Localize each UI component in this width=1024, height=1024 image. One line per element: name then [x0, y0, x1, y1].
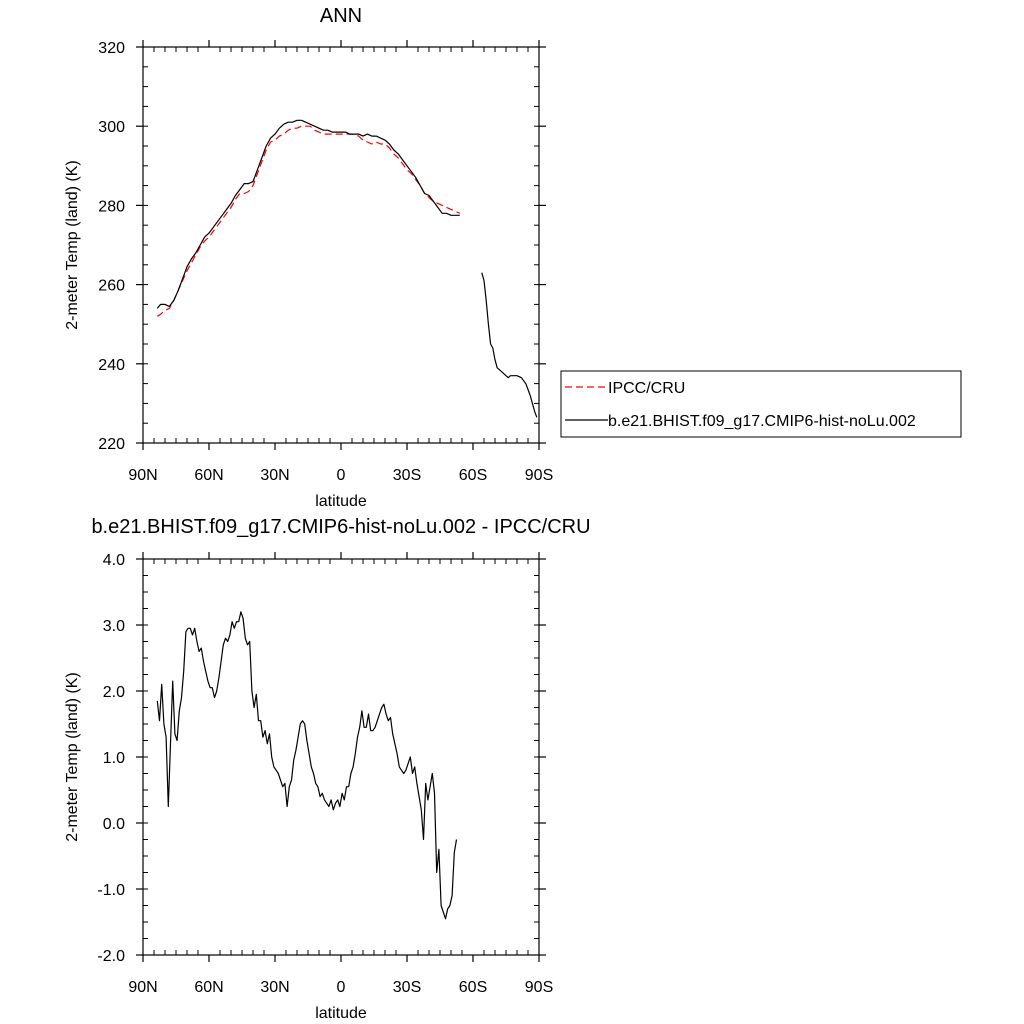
y-tick-label: 220	[98, 436, 125, 453]
y-tick-label: 3.0	[103, 618, 125, 635]
series-lines	[156, 119, 538, 418]
y-tick-label: -2.0	[97, 948, 125, 965]
ticks: 90N 60N 30N 0 30S 60S 90S 220 240 260 280 300 320	[98, 40, 553, 484]
y-tick-label: 4.0	[103, 552, 125, 569]
y-axis-label: 2-meter Temp (land) (K)	[64, 160, 81, 330]
plot-frame	[142, 46, 540, 444]
y-tick-label: -1.0	[97, 882, 125, 899]
y-tick-label: 280	[98, 198, 125, 215]
legend-label-model: b.e21.BHIST.f09_g17.CMIP6-hist-noLu.002	[608, 413, 916, 430]
x-tick-label: 30S	[393, 467, 421, 484]
x-tick-label: 60N	[194, 467, 223, 484]
y-tick-label: 0.0	[103, 816, 125, 833]
x-tick-label: 30S	[393, 979, 421, 996]
legend: IPCC/CRU b.e21.BHIST.f09_g17.CMIP6-hist-…	[560, 370, 962, 438]
chart-title: b.e21.BHIST.f09_g17.CMIP6-hist-noLu.002 …	[91, 516, 590, 538]
legend-box	[560, 370, 962, 438]
x-tick-label: 90S	[525, 467, 553, 484]
chart-title: ANN	[320, 5, 362, 27]
x-axis-label: latitude	[315, 1005, 367, 1022]
x-axis-label: latitude	[315, 493, 367, 510]
ticks: 90N 60N 30N 0 30S 60S 90S -2.0 -1.0 0.0 1.0 2.0 3.0 4…	[97, 552, 553, 996]
plot-frame	[142, 558, 540, 956]
x-tick-label: 90N	[128, 979, 157, 996]
y-tick-label: 1.0	[103, 750, 125, 767]
legend-label-ipcc: IPCC/CRU	[608, 380, 685, 397]
x-tick-label: 0	[337, 467, 346, 484]
series-line-ipcc-cru	[156, 125, 461, 317]
y-tick-label: 300	[98, 119, 125, 136]
x-tick-label: 90S	[525, 979, 553, 996]
x-tick-label: 90N	[128, 467, 157, 484]
y-tick-label: 320	[98, 40, 125, 57]
bottom-chart: b.e21.BHIST.f09_g17.CMIP6-hist-noLu.002 …	[64, 516, 591, 1022]
x-tick-label: 60S	[459, 979, 487, 996]
y-tick-label: 260	[98, 278, 125, 295]
x-tick-label: 60S	[459, 467, 487, 484]
x-tick-label: 30N	[260, 467, 289, 484]
series-lines	[156, 611, 458, 920]
y-tick-label: 240	[98, 357, 125, 374]
x-tick-label: 60N	[194, 979, 223, 996]
series-line-model	[156, 611, 458, 920]
top-chart: ANN 2-meter Temp (land) (K) latitude 90N…	[64, 5, 962, 510]
y-tick-label: 2.0	[103, 684, 125, 701]
x-tick-label: 30N	[260, 979, 289, 996]
x-tick-label: 0	[337, 979, 346, 996]
series-line-model	[481, 272, 538, 418]
y-axis-label: 2-meter Temp (land) (K)	[64, 672, 81, 842]
series-line-model	[156, 119, 460, 309]
